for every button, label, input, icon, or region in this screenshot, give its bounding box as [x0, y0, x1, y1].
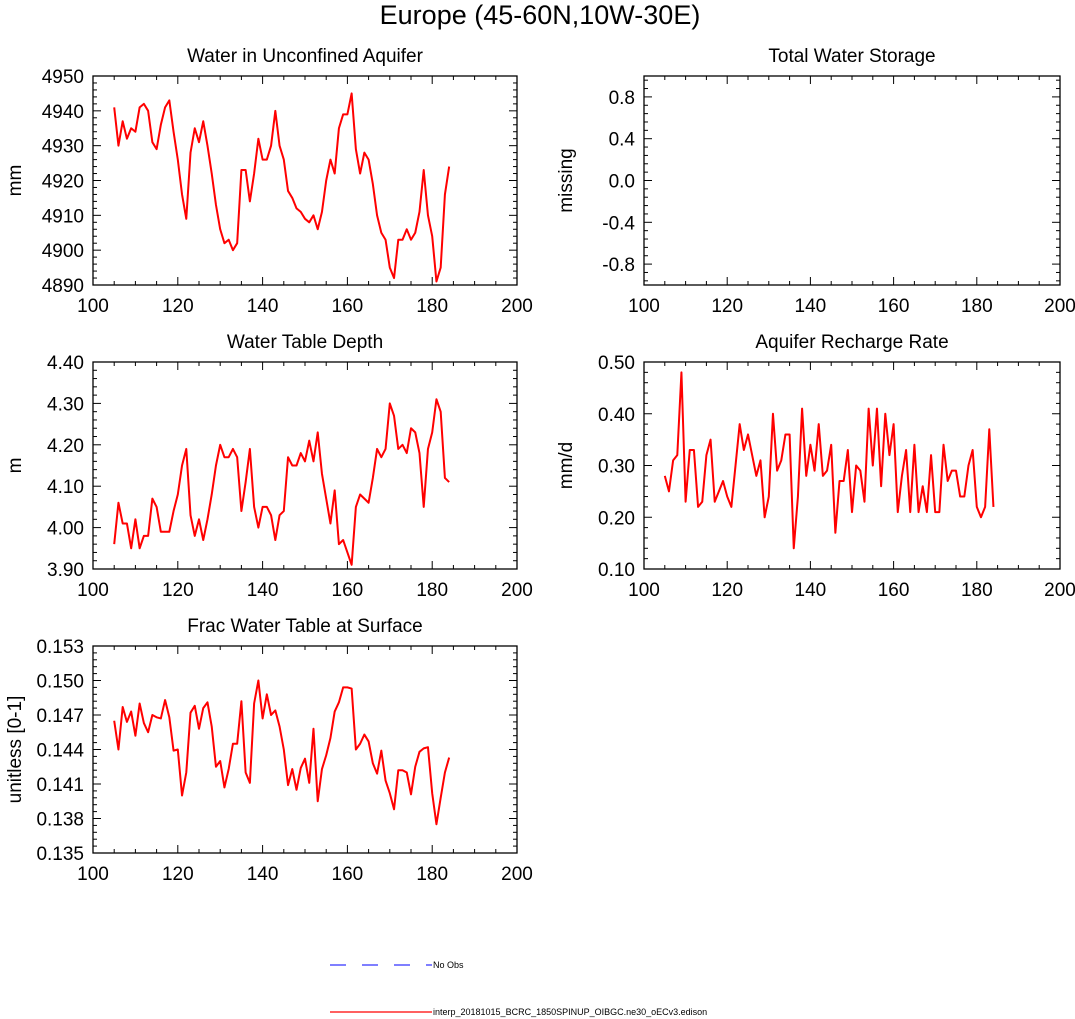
figure-title: Europe (45-60N,10W-30E) — [380, 0, 701, 30]
legend: No Obs interp_20181015_BCRC_1850SPINUP_O… — [330, 960, 707, 1017]
panel-title: Frac Water Table at Surface — [187, 616, 423, 637]
y-tick-label: 0.135 — [36, 844, 84, 865]
y-axis-label: m — [5, 458, 26, 474]
plot-frame — [92, 645, 518, 854]
series-line — [113, 679, 451, 826]
x-tick-label: 160 — [332, 864, 364, 885]
x-tick-label: 140 — [795, 296, 827, 317]
x-tick-label: 120 — [162, 580, 194, 601]
y-tick-label: 4.30 — [47, 394, 84, 415]
x-tick-label: 180 — [416, 580, 448, 601]
y-tick-label: 0.4 — [609, 130, 636, 151]
panel-5: Frac Water Table at Surface unitless [0-1… — [5, 616, 533, 885]
y-tick-label: 0.150 — [36, 672, 84, 693]
x-tick-label: 160 — [878, 580, 910, 601]
x-tick-label: 140 — [247, 296, 279, 317]
y-tick-label: 0.50 — [598, 353, 635, 374]
x-tick-label: 140 — [795, 580, 827, 601]
panel-title: Total Water Storage — [768, 46, 935, 67]
x-tick-label: 180 — [961, 580, 993, 601]
x-tick-label: 200 — [1044, 296, 1075, 317]
x-tick-label: 100 — [77, 296, 109, 317]
y-axis-label: mm/d — [556, 442, 577, 490]
y-axis-label: missing — [556, 148, 577, 212]
y-tick-label: 0.141 — [36, 775, 84, 796]
y-tick-label: 3.90 — [47, 560, 84, 581]
y-tick-label: 4950 — [42, 67, 84, 88]
y-tick-label: 4900 — [42, 241, 84, 262]
x-tick-label: 140 — [247, 864, 279, 885]
x-tick-label: 100 — [628, 296, 660, 317]
x-tick-label: 100 — [628, 580, 660, 601]
x-tick-label: 160 — [332, 580, 364, 601]
x-tick-label: 180 — [416, 864, 448, 885]
plot-frame — [92, 75, 518, 286]
series-line — [663, 371, 995, 550]
y-tick-label: 0.144 — [36, 741, 84, 762]
y-tick-label: 4.10 — [47, 477, 84, 498]
y-tick-label: 4910 — [42, 206, 84, 227]
x-tick-label: 120 — [711, 296, 743, 317]
y-tick-label: 0.0 — [609, 172, 635, 193]
legend-label-model: interp_20181015_BCRC_1850SPINUP_OIBGC.ne… — [433, 1007, 707, 1017]
y-tick-label: 4.00 — [47, 519, 84, 540]
panel-3: Water Table Depth m 100 120 140 160 180 200 4.40… — [5, 332, 533, 601]
x-tick-label: 100 — [77, 580, 109, 601]
y-tick-label: 0.138 — [36, 810, 84, 831]
x-tick-label: 100 — [77, 864, 109, 885]
y-axis-label: unitless [0-1] — [5, 696, 26, 804]
panel-grid: Water in Unconfined Aquifer mm 100 120 140 16… — [5, 46, 1075, 885]
y-tick-label: 4920 — [42, 172, 84, 193]
plot-frame — [92, 361, 518, 570]
y-tick-label: 4930 — [42, 137, 84, 158]
y-tick-label: 0.10 — [598, 560, 635, 581]
x-tick-label: 160 — [878, 296, 910, 317]
panel-title: Water Table Depth — [227, 332, 383, 353]
x-tick-label: 180 — [961, 296, 993, 317]
y-tick-label: -0.4 — [602, 213, 635, 234]
plot-frame — [643, 75, 1061, 286]
panel-title: Aquifer Recharge Rate — [755, 332, 948, 353]
y-tick-label: -0.8 — [602, 255, 635, 276]
panel-1: Water in Unconfined Aquifer mm 100 120 140 16… — [5, 46, 533, 317]
panel-4: Aquifer Recharge Rate mm/d 100 120 140 160 180… — [556, 332, 1075, 601]
x-tick-label: 140 — [247, 580, 279, 601]
y-axis-label: mm — [5, 165, 26, 197]
panel-title: Water in Unconfined Aquifer — [187, 46, 424, 67]
legend-label-no-obs: No Obs — [433, 960, 464, 970]
y-tick-label: 0.147 — [36, 706, 84, 727]
x-tick-label: 120 — [711, 580, 743, 601]
x-tick-label: 200 — [1044, 580, 1075, 601]
x-tick-label: 200 — [501, 296, 533, 317]
x-tick-label: 120 — [162, 864, 194, 885]
x-tick-label: 200 — [501, 580, 533, 601]
panel-2: Total Water Storage missing 100 120 140 160 18… — [556, 46, 1075, 317]
y-tick-label: 4.40 — [47, 353, 84, 374]
y-tick-label: 0.8 — [609, 88, 635, 109]
y-tick-label: 0.30 — [598, 457, 635, 478]
y-tick-label: 0.40 — [598, 405, 635, 426]
x-tick-label: 200 — [501, 864, 533, 885]
y-tick-label: 0.20 — [598, 508, 635, 529]
y-tick-label: 4940 — [42, 102, 84, 123]
series-line — [113, 398, 450, 566]
series-line — [113, 92, 451, 283]
x-tick-label: 180 — [416, 296, 448, 317]
y-tick-label: 4890 — [42, 276, 84, 297]
y-tick-label: 4.20 — [47, 436, 84, 457]
x-tick-label: 120 — [162, 296, 194, 317]
x-tick-label: 160 — [332, 296, 364, 317]
y-tick-label: 0.153 — [36, 637, 84, 658]
